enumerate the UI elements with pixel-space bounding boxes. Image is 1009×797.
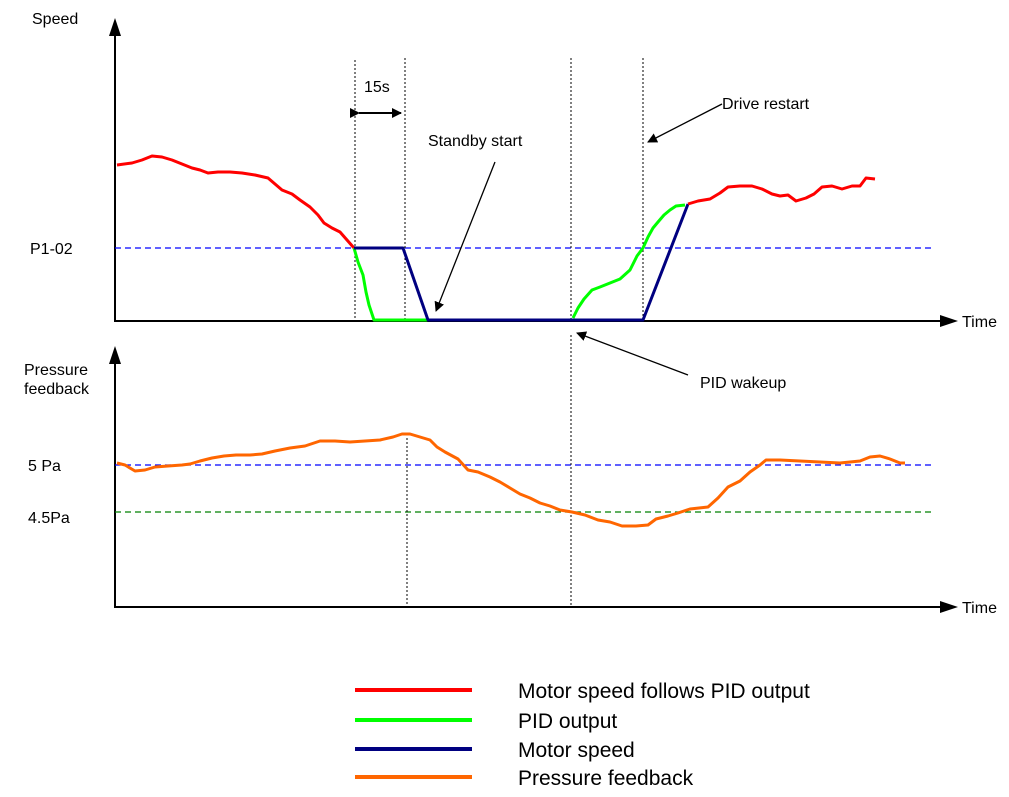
pressure-y-axis-label: Pressure feedback [24, 362, 92, 398]
legend: Motor speed follows PID output PID outpu… [355, 680, 810, 790]
series-pid-output-fall [352, 247, 428, 322]
series-pressure-feedback [116, 432, 905, 528]
5pa-label: 5 Pa [28, 458, 61, 475]
standby-start-arrow-icon [434, 161, 496, 312]
p1-02-label: P1-02 [30, 241, 73, 258]
legend-label: Pressure feedback [518, 767, 694, 790]
pressure-y-axis-label-line2: feedback [24, 381, 90, 398]
pressure-chart: Pressure feedback Time 5 Pa 4.5Pa [24, 335, 997, 617]
pressure-y-axis-label-line1: Pressure [24, 362, 88, 379]
speed-y-axis-arrow-icon [109, 18, 121, 36]
standby-start-label: Standby start [428, 133, 523, 150]
interval-15s-label: 15s [364, 79, 390, 96]
pid-wakeup-label: PID wakeup [700, 375, 786, 392]
legend-label: Motor speed [518, 739, 635, 762]
legend-item-motor-speed-follows-pid-output: Motor speed follows PID output [355, 680, 810, 703]
legend-item-pressure-feedback: Pressure feedback [355, 767, 694, 790]
pressure-x-axis-label: Time [962, 600, 997, 617]
speed-x-axis-arrow-icon [940, 315, 958, 327]
pressure-y-axis-arrow-icon [109, 346, 121, 364]
series-motor-speed-follows-pid-output-before [116, 154, 356, 249]
legend-label: PID output [518, 710, 617, 733]
pid-wakeup-arrow-icon [576, 331, 689, 376]
legend-item-pid-output: PID output [355, 710, 617, 733]
speed-y-axis-label: Speed [32, 11, 78, 28]
speed-x-axis-label: Time [962, 314, 997, 331]
series-pid-output-rise [571, 203, 686, 319]
pressure-x-axis-arrow-icon [940, 601, 958, 613]
legend-label: Motor speed follows PID output [518, 680, 810, 703]
series-motor-speed-follows-pid-output-after [687, 176, 876, 206]
speed-chart: Speed Time P1-02 15s Standby start Drive… [30, 11, 997, 331]
4-5pa-label: 4.5Pa [28, 510, 70, 527]
drive-restart-arrow-icon [647, 103, 723, 143]
legend-item-motor-speed: Motor speed [355, 739, 635, 762]
series-motor-speed [354, 203, 690, 322]
drive-restart-label: Drive restart [722, 96, 810, 113]
